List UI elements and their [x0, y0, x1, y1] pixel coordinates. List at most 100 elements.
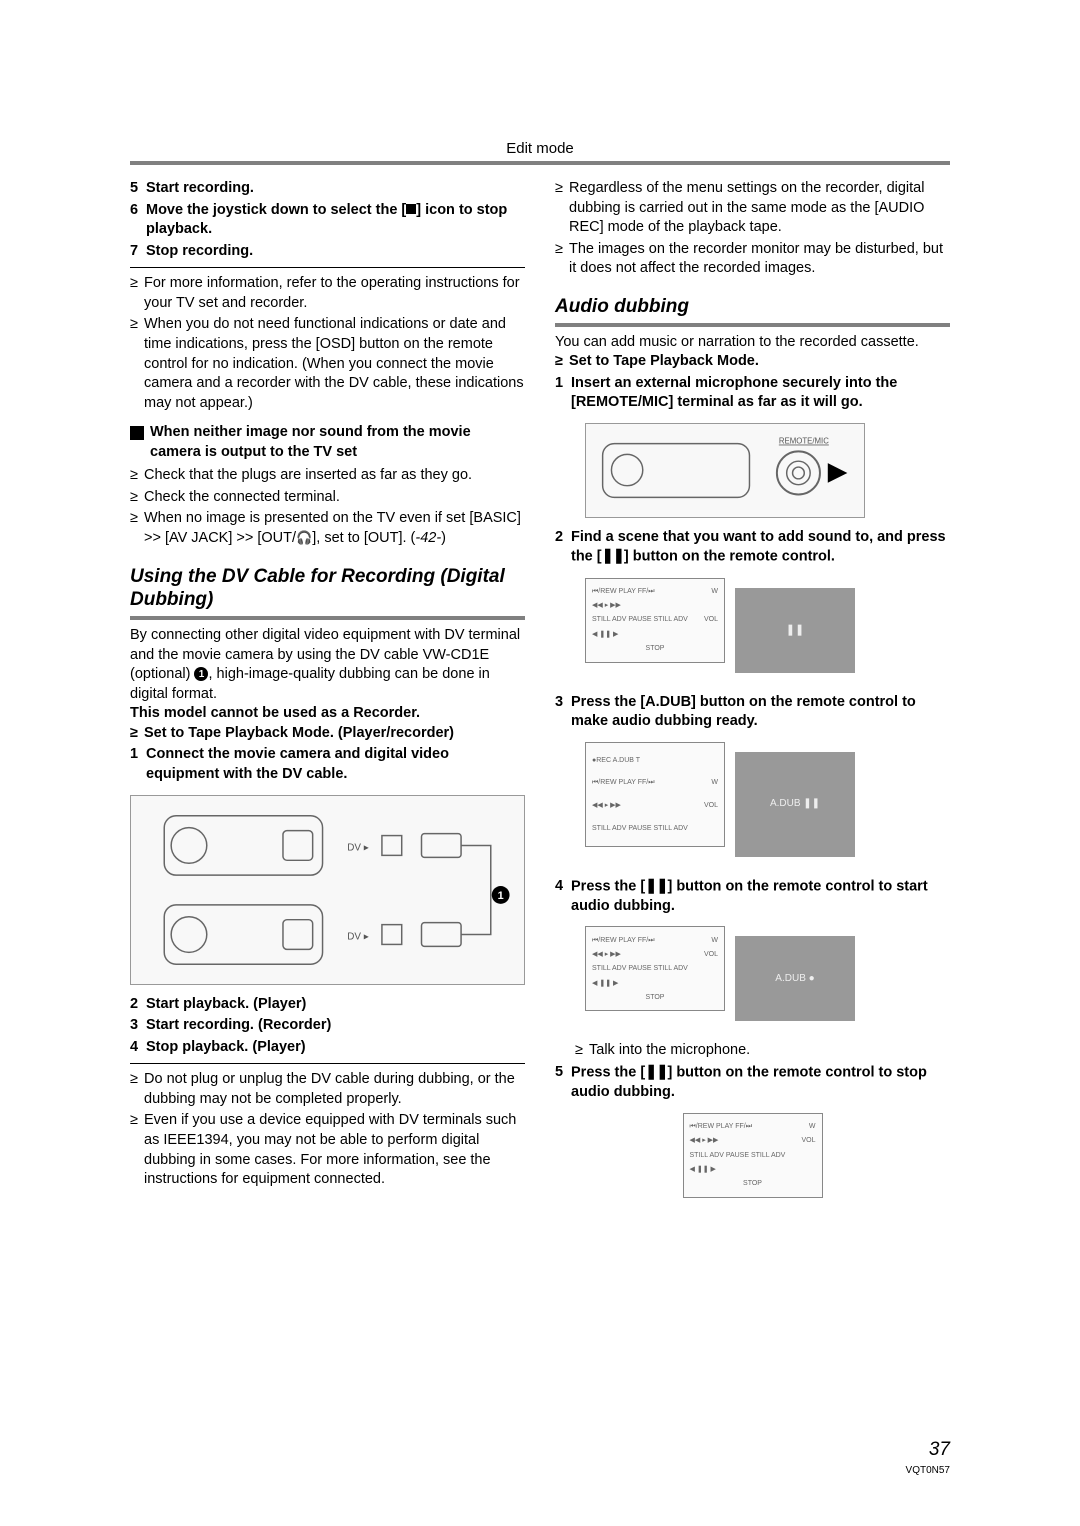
label: STOP	[690, 1179, 816, 1188]
label: ●REC A.DUB T	[592, 756, 640, 765]
bullet-item: When no image is presented on the TV eve…	[130, 509, 525, 548]
section-title: Audio dubbing	[555, 295, 950, 319]
pause-icon: ❚❚	[645, 1063, 667, 1083]
section-title: Using the DV Cable for Recording (Digita…	[130, 565, 525, 613]
step-num: 2	[555, 528, 571, 568]
step-text: Stop playback. (Player)	[146, 1038, 525, 1058]
bullet-item: Do not plug or unplug the DV cable durin…	[130, 1070, 525, 1109]
paragraph: You can add music or narration to the re…	[555, 333, 950, 353]
label: W	[711, 587, 718, 596]
pause-icon: ❚❚	[645, 877, 667, 897]
step-text: Insert an external microphone securely i…	[571, 374, 950, 413]
footer: 37 VQT0N57	[906, 1439, 950, 1476]
step-text: Find a scene that you want to add sound …	[571, 528, 950, 568]
remote-diagram: ⏮/REW PLAY FF/⏭W ◀◀ ▸ ▶▶VOL STILL ADV PA…	[683, 1113, 823, 1198]
remote-diagram: ●REC A.DUB T ⏮/REW PLAY FF/⏭W ◀◀ ▸ ▶▶VOL…	[585, 742, 725, 847]
svg-text:DV ▸: DV ▸	[347, 842, 368, 853]
numbered-list: 4Press the [❚❚] button on the remote con…	[555, 877, 950, 917]
numbered-list: 1Connect the movie camera and digital vi…	[130, 745, 525, 784]
step-text: Press the [A.DUB] button on the remote c…	[571, 693, 950, 732]
chapter-title: Edit mode	[130, 140, 950, 157]
mic-diagram: REMOTE/MIC	[585, 423, 865, 518]
section-rule	[130, 616, 525, 620]
step-num: 5	[130, 179, 146, 199]
step-text: Start recording. (Recorder)	[146, 1016, 525, 1036]
label: STILL ADV PAUSE STILL ADV	[592, 824, 688, 833]
bullet-item: The images on the recorder monitor may b…	[555, 240, 950, 279]
label: STILL ADV PAUSE STILL ADV	[592, 964, 688, 973]
label: VOL	[801, 1136, 815, 1145]
step-text: Stop recording.	[146, 242, 525, 262]
label: VOL	[704, 950, 718, 959]
stop-icon	[406, 204, 416, 214]
numbered-list: 2Start playback. (Player) 3Start recordi…	[130, 995, 525, 1058]
numbered-list: 3Press the [A.DUB] button on the remote …	[555, 693, 950, 732]
svg-text:REMOTE/MIC: REMOTE/MIC	[779, 436, 829, 445]
numbered-list: 1Insert an external microphone securely …	[555, 374, 950, 413]
diagram-row: ⏮/REW PLAY FF/⏭W ◀◀ ▸ ▶▶VOL STILL ADV PA…	[555, 926, 950, 1031]
label: ⏮/REW PLAY FF/⏭	[592, 778, 655, 787]
step-num: 1	[130, 745, 146, 784]
label: ⏮/REW PLAY FF/⏭	[592, 936, 655, 945]
label: STILL ADV PAUSE STILL ADV	[592, 615, 688, 624]
step-text: Start playback. (Player)	[146, 995, 525, 1015]
bullet-item: Regardless of the menu settings on the r…	[555, 179, 950, 238]
label: ⏮/REW PLAY FF/⏭	[690, 1122, 753, 1131]
label: VOL	[704, 801, 718, 810]
divider	[130, 1063, 525, 1064]
diagram-svg: REMOTE/MIC	[586, 424, 864, 517]
bullet-item: Check the connected terminal.	[130, 488, 525, 508]
step-num: 5	[555, 1063, 571, 1103]
top-steps-list: 5Start recording. 6Move the joystick dow…	[130, 179, 525, 261]
step-text: Move the joystick down to select the [] …	[146, 201, 525, 240]
label: STOP	[592, 993, 718, 1002]
bullet-list: Set to Tape Playback Mode.	[555, 352, 950, 372]
label: STILL ADV PAUSE STILL ADV	[690, 1151, 786, 1160]
diagram-row: ⏮/REW PLAY FF/⏭W ◀◀ ▸ ▶▶ STILL ADV PAUSE…	[555, 578, 950, 683]
step-text: Press the [❚❚] button on the remote cont…	[571, 877, 950, 917]
bullet-list: Talk into the microphone.	[555, 1041, 950, 1061]
step-text: Start recording.	[146, 179, 525, 199]
paragraph: By connecting other digital video equipm…	[130, 626, 525, 704]
bullet-list: Set to Tape Playback Mode. (Player/recor…	[130, 724, 525, 744]
document-code: VQT0N57	[906, 1465, 950, 1476]
step-num: 3	[555, 693, 571, 732]
svg-text:1: 1	[498, 889, 504, 901]
numbered-list: 2Find a scene that you want to add sound…	[555, 528, 950, 568]
page-ref: -42-	[415, 530, 441, 546]
diagram-svg: DV ▸ DV ▸ 1	[131, 796, 524, 984]
step-num: 4	[555, 877, 571, 917]
subheading: When neither image nor sound from the mo…	[130, 423, 525, 462]
screenshot-pause: ❚❚	[735, 588, 855, 673]
label: W	[711, 936, 718, 945]
square-icon	[130, 426, 144, 440]
step-num: 1	[555, 374, 571, 413]
label: STOP	[592, 644, 718, 653]
step-num: 6	[130, 201, 146, 240]
bullet-item: Set to Tape Playback Mode. (Player/recor…	[130, 724, 525, 744]
step-num: 3	[130, 1016, 146, 1036]
divider	[130, 267, 525, 268]
left-column: 5Start recording. 6Move the joystick dow…	[130, 179, 525, 1208]
bullet-list: Do not plug or unplug the DV cable durin…	[130, 1070, 525, 1189]
step-text: Connect the movie camera and digital vid…	[146, 745, 525, 784]
page-number: 37	[906, 1439, 950, 1461]
bullet-list: For more information, refer to the opera…	[130, 274, 525, 413]
bullet-list: Regardless of the menu settings on the r…	[555, 179, 950, 279]
bullet-item: Talk into the microphone.	[575, 1041, 950, 1061]
bold-line: This model cannot be used as a Recorder.	[130, 704, 525, 724]
remote-diagram: ⏮/REW PLAY FF/⏭W ◀◀ ▸ ▶▶VOL STILL ADV PA…	[585, 926, 725, 1011]
numbered-list: 5Press the [❚❚] button on the remote con…	[555, 1063, 950, 1103]
ref-one-icon: 1	[194, 667, 208, 681]
pause-icon: ❚❚	[602, 547, 624, 567]
subheading-text: When neither image nor sound from the mo…	[150, 423, 525, 462]
bullet-item: Check that the plugs are inserted as far…	[130, 466, 525, 486]
bullet-item: When you do not need functional indicati…	[130, 315, 525, 413]
bullet-list: Check that the plugs are inserted as far…	[130, 466, 525, 548]
step-num: 7	[130, 242, 146, 262]
label: W	[809, 1122, 816, 1131]
step-num: 2	[130, 995, 146, 1015]
bullet-item: Even if you use a device equipped with D…	[130, 1111, 525, 1189]
label: W	[711, 778, 718, 787]
bullet-item: For more information, refer to the opera…	[130, 274, 525, 313]
